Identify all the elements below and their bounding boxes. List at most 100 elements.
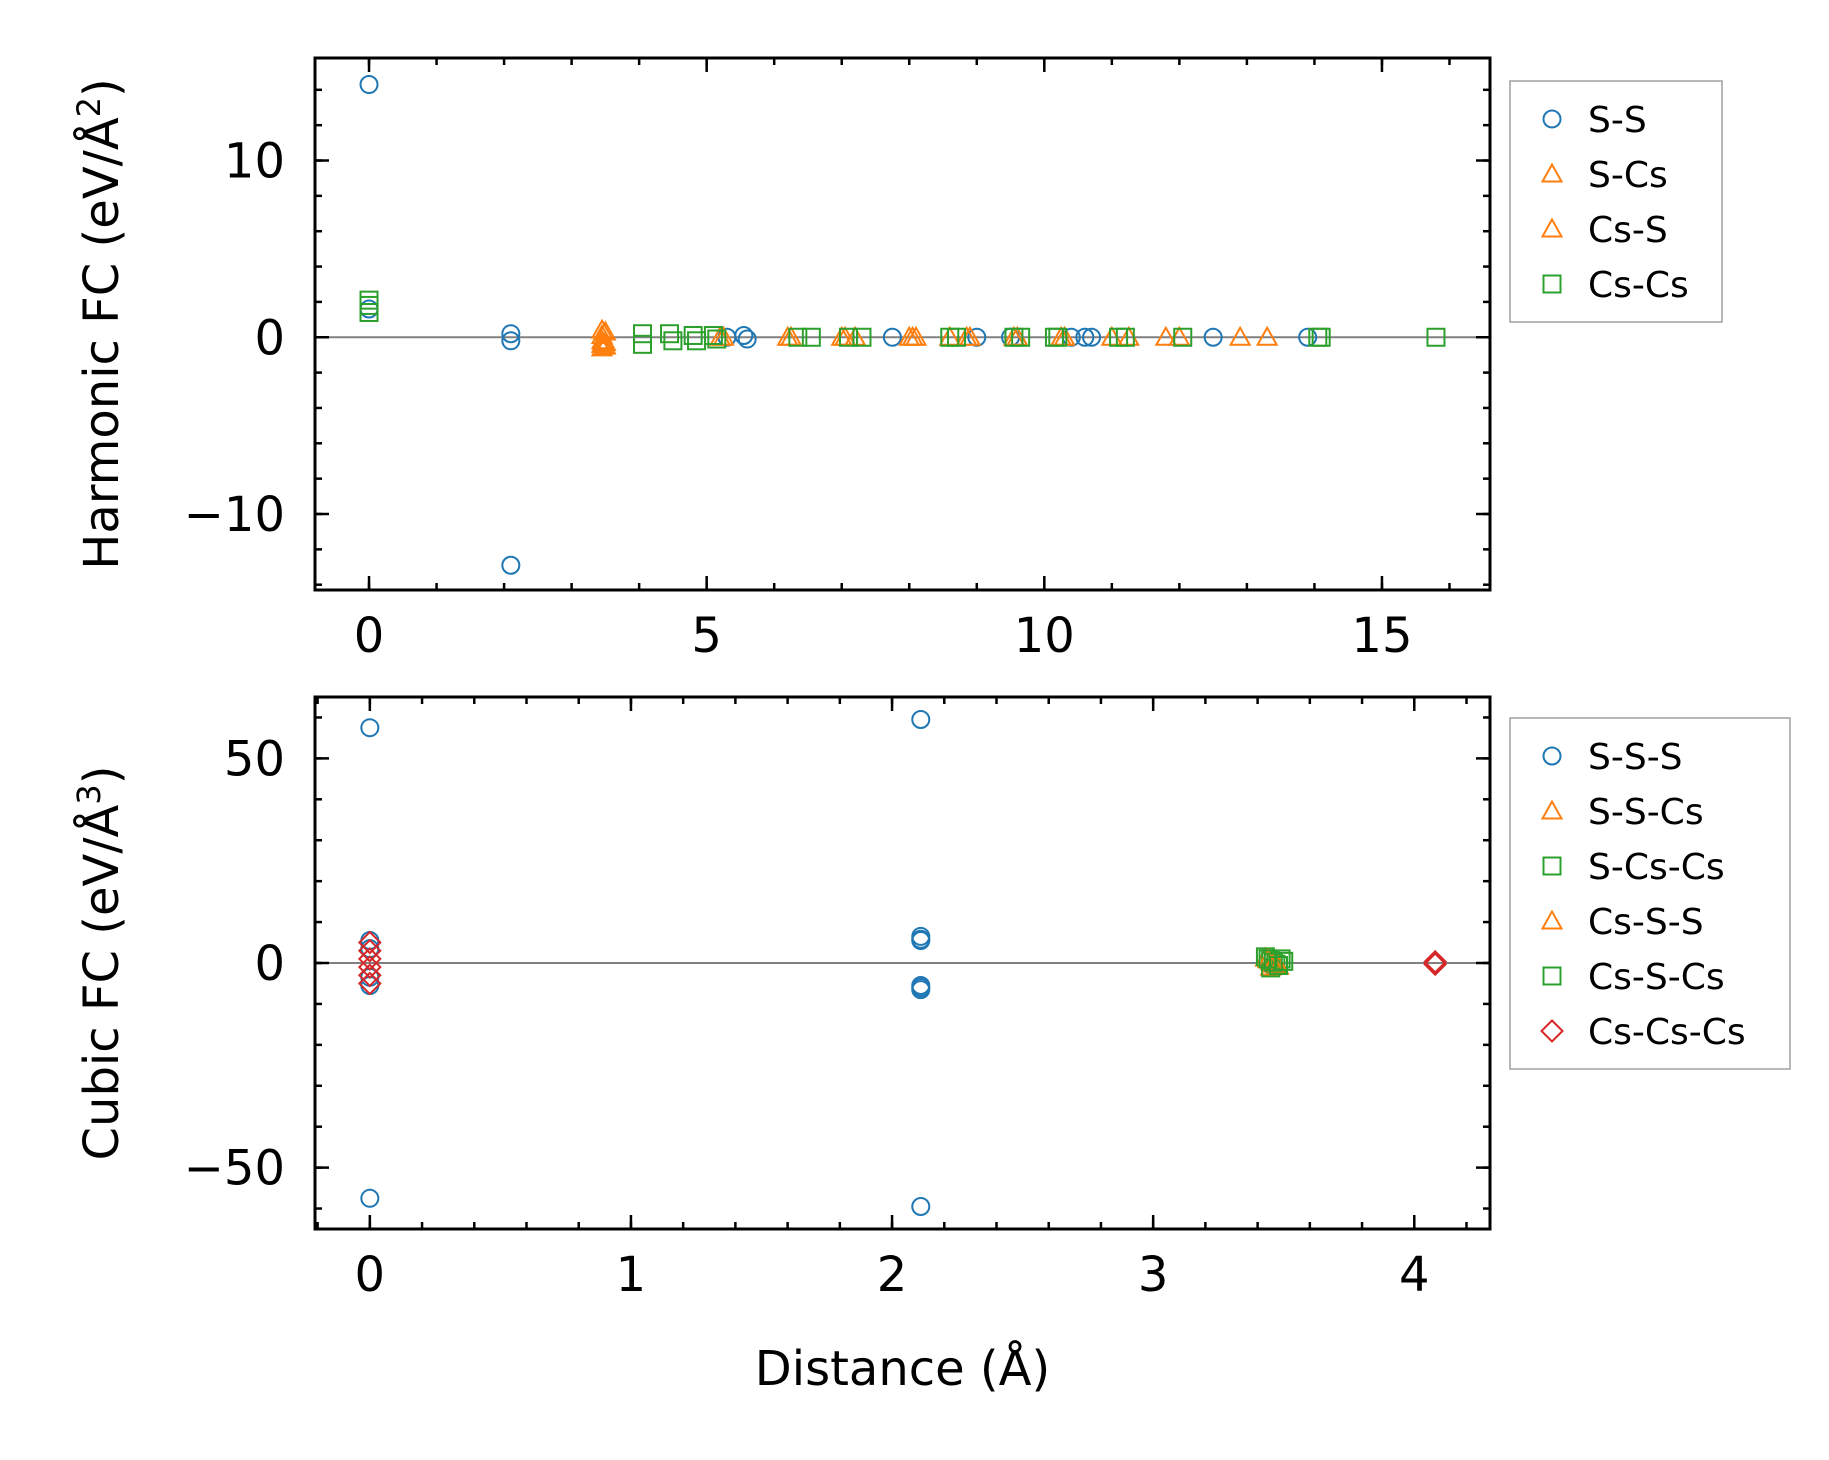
series-cs-cs-cs bbox=[357, 930, 1448, 996]
y-axis-label: Cubic FC (eV/Å3) bbox=[70, 766, 130, 1161]
data-point-s-s bbox=[882, 327, 902, 347]
x-tick-label: 2 bbox=[877, 1247, 908, 1303]
data-point-cs-cs bbox=[801, 327, 821, 347]
data-point-cs-cs bbox=[947, 327, 967, 347]
data-point-cs-cs-cs bbox=[357, 930, 382, 955]
data-point-cs-s bbox=[1255, 325, 1279, 346]
legend-label-s-s-cs: S-S-Cs bbox=[1588, 792, 1704, 833]
legend-marker-cs-s bbox=[1540, 217, 1564, 238]
data-point-cs-cs bbox=[1115, 327, 1135, 347]
data-point-cs-s-cs bbox=[1258, 949, 1278, 969]
x-tick-label: 15 bbox=[1351, 608, 1412, 664]
data-point-cs-s-cs bbox=[1269, 955, 1288, 975]
data-point-s-s-s bbox=[360, 1188, 380, 1208]
x-tick-label: 3 bbox=[1138, 1247, 1169, 1303]
data-point-cs-cs bbox=[1011, 327, 1031, 347]
legend-marker-s-s-s bbox=[1542, 746, 1562, 766]
data-point-cs-s bbox=[712, 325, 735, 346]
data-point-s-cs bbox=[1154, 325, 1178, 346]
data-point-cs-cs-cs bbox=[357, 938, 382, 963]
plot-frame bbox=[313, 695, 1492, 1231]
legend-label-s-s: S-S bbox=[1588, 100, 1647, 141]
legend-label-s-cs: S-Cs bbox=[1588, 155, 1668, 196]
legend-marker-cs-s-cs bbox=[1542, 966, 1562, 986]
data-point-s-s bbox=[734, 325, 754, 345]
legend-marker-s-s bbox=[1542, 109, 1562, 129]
data-point-cs-cs-cs bbox=[1423, 952, 1448, 977]
x-tick-label: 1 bbox=[616, 1247, 647, 1303]
data-point-cs-cs bbox=[660, 324, 680, 344]
x-tick-label: 4 bbox=[1399, 1247, 1430, 1303]
data-point-cs-cs bbox=[633, 334, 653, 354]
legend-label-s-s-s: S-S-S bbox=[1588, 737, 1683, 778]
y-tick-label: 0 bbox=[254, 310, 285, 366]
y-tick-label: −50 bbox=[184, 1141, 285, 1197]
data-point-cs-cs bbox=[1311, 327, 1331, 347]
data-point-cs-cs-cs bbox=[357, 946, 382, 971]
y-tick-label: 50 bbox=[224, 731, 285, 787]
data-point-s-s bbox=[1203, 327, 1223, 347]
legend-label-cs-s-s: Cs-S-S bbox=[1588, 902, 1704, 943]
data-point-cs-cs bbox=[683, 325, 703, 345]
legend-box bbox=[1509, 717, 1791, 1070]
data-point-cs-cs bbox=[788, 327, 808, 347]
y-tick-label: 10 bbox=[224, 134, 285, 190]
series-s-s bbox=[359, 75, 1318, 575]
legend-label-cs-cs-cs: Cs-Cs-Cs bbox=[1588, 1012, 1746, 1053]
data-point-cs-s bbox=[901, 325, 924, 346]
legend: S-S-S S-S-Cs S-Cs-Cs Cs-S-S Cs-S-Cs Cs-Cs-Cs bbox=[1509, 717, 1791, 1070]
series-cs-cs bbox=[359, 290, 1446, 354]
legend-label-cs-s-cs: Cs-S-Cs bbox=[1588, 957, 1725, 998]
data-point-cs-cs bbox=[703, 325, 723, 345]
data-point-cs-cs bbox=[359, 303, 379, 323]
data-point-s-s-s bbox=[911, 1196, 931, 1216]
data-point-s-s bbox=[737, 329, 757, 349]
data-point-cs-cs bbox=[1048, 327, 1068, 347]
data-point-cs-s bbox=[594, 331, 617, 352]
legend: S-S S-Cs Cs-S Cs-Cs bbox=[1509, 80, 1723, 323]
x-tick-label: 0 bbox=[354, 608, 385, 664]
harmonic-fc-panel: 0 5 10 15 −10 0 10 Harmonic FC (eV/Å2) S-S S-Cs Cs… bbox=[70, 56, 1723, 664]
data-point-cs-cs bbox=[663, 331, 683, 351]
x-tick-label: 5 bbox=[691, 608, 722, 664]
y-tick-label: 0 bbox=[254, 936, 285, 992]
data-point-s-s bbox=[1298, 327, 1318, 347]
data-point-s-s bbox=[1082, 327, 1102, 347]
y-axis-label: Harmonic FC (eV/Å2) bbox=[70, 78, 130, 570]
data-point-cs-cs-cs bbox=[357, 955, 382, 980]
data-point-cs-cs-cs bbox=[1423, 949, 1448, 974]
data-point-s-s-s bbox=[911, 929, 931, 949]
data-point-cs-cs bbox=[707, 329, 727, 349]
legend-marker-s-s-cs bbox=[1540, 799, 1564, 820]
x-tick-label: 0 bbox=[355, 1247, 386, 1303]
data-point-s-s bbox=[501, 331, 521, 351]
legend-marker-cs-s-s bbox=[1540, 909, 1564, 930]
data-point-s-s bbox=[1075, 327, 1095, 347]
data-point-cs-cs bbox=[852, 327, 872, 347]
data-point-cs-s bbox=[594, 334, 617, 355]
data-point-cs-s bbox=[955, 325, 978, 346]
data-point-s-s bbox=[359, 75, 379, 95]
data-point-cs-cs bbox=[1426, 327, 1446, 347]
data-point-s-s-s bbox=[360, 718, 380, 738]
data-point-cs-s-cs bbox=[1274, 951, 1294, 971]
data-point-cs-s-cs bbox=[1263, 952, 1283, 972]
data-point-cs-cs bbox=[1173, 327, 1193, 347]
x-axis-label: Distance (Å) bbox=[755, 1340, 1050, 1397]
data-point-cs-cs-cs bbox=[357, 963, 382, 988]
x-tick-label: 10 bbox=[1014, 608, 1075, 664]
series-cs-s-cs bbox=[1258, 949, 1294, 975]
legend-marker-cs-cs-cs bbox=[1540, 1019, 1564, 1043]
legend-label-s-cs-cs: S-Cs-Cs bbox=[1588, 847, 1725, 888]
cubic-fc-panel: 0 1 2 3 4 −50 0 50 Cubic FC (eV/Å3) Distance (Å) S… bbox=[70, 695, 1791, 1397]
legend-marker-s-cs bbox=[1540, 162, 1564, 183]
data-point-s-s-s bbox=[911, 710, 931, 730]
data-point-s-s bbox=[501, 555, 521, 575]
data-point-cs-cs bbox=[633, 324, 653, 344]
data-point-cs-cs-cs bbox=[357, 971, 382, 996]
data-point-s-s-s bbox=[911, 978, 931, 998]
data-point-cs-cs bbox=[838, 327, 858, 347]
legend-box bbox=[1509, 80, 1723, 323]
legend-marker-s-cs-cs bbox=[1542, 856, 1562, 876]
